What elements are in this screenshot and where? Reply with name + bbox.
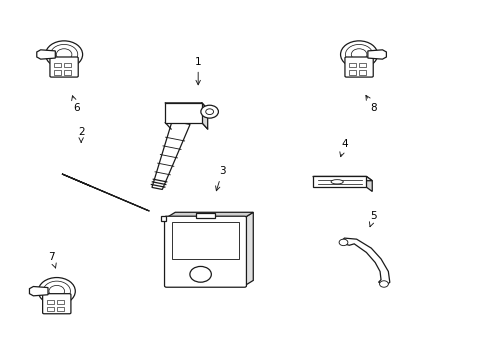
Circle shape bbox=[338, 239, 347, 246]
Bar bbox=[57, 307, 64, 311]
Polygon shape bbox=[152, 121, 190, 189]
Bar bbox=[172, 222, 238, 260]
Circle shape bbox=[340, 41, 377, 68]
Circle shape bbox=[350, 49, 366, 60]
FancyBboxPatch shape bbox=[42, 294, 71, 314]
Polygon shape bbox=[166, 212, 253, 218]
Polygon shape bbox=[244, 212, 253, 286]
Polygon shape bbox=[312, 176, 366, 187]
Bar bbox=[359, 63, 366, 67]
Circle shape bbox=[379, 281, 387, 287]
Polygon shape bbox=[165, 103, 202, 123]
Polygon shape bbox=[165, 103, 207, 109]
Text: 1: 1 bbox=[194, 57, 201, 85]
Polygon shape bbox=[29, 287, 48, 296]
Bar bbox=[348, 63, 355, 67]
Circle shape bbox=[189, 266, 211, 282]
Bar bbox=[54, 70, 61, 75]
Text: 2: 2 bbox=[78, 127, 84, 143]
Polygon shape bbox=[62, 174, 90, 186]
Text: 4: 4 bbox=[339, 139, 347, 157]
FancyBboxPatch shape bbox=[164, 216, 246, 287]
Text: 7: 7 bbox=[48, 252, 56, 268]
Text: 8: 8 bbox=[365, 95, 376, 113]
Ellipse shape bbox=[330, 180, 343, 184]
Bar bbox=[54, 63, 61, 67]
Circle shape bbox=[201, 105, 218, 118]
Bar bbox=[348, 70, 355, 75]
Circle shape bbox=[45, 41, 82, 68]
Bar bbox=[195, 213, 215, 219]
Circle shape bbox=[38, 278, 75, 305]
Circle shape bbox=[50, 44, 78, 64]
Bar bbox=[359, 70, 366, 75]
Text: 3: 3 bbox=[215, 166, 225, 191]
Bar bbox=[57, 300, 64, 304]
Circle shape bbox=[345, 44, 372, 64]
Polygon shape bbox=[367, 50, 386, 59]
Bar bbox=[64, 70, 71, 75]
Polygon shape bbox=[37, 50, 55, 59]
Circle shape bbox=[56, 49, 72, 60]
Bar bbox=[64, 63, 71, 67]
Text: 6: 6 bbox=[72, 96, 80, 113]
FancyBboxPatch shape bbox=[50, 57, 78, 77]
Polygon shape bbox=[160, 216, 166, 221]
Polygon shape bbox=[202, 103, 207, 129]
Circle shape bbox=[49, 285, 64, 297]
Polygon shape bbox=[312, 176, 371, 181]
Polygon shape bbox=[339, 238, 389, 286]
Polygon shape bbox=[366, 176, 371, 192]
FancyBboxPatch shape bbox=[344, 57, 372, 77]
Circle shape bbox=[43, 281, 70, 301]
Text: 5: 5 bbox=[368, 211, 376, 227]
Bar bbox=[47, 300, 54, 304]
Bar bbox=[47, 307, 54, 311]
Circle shape bbox=[205, 109, 213, 114]
